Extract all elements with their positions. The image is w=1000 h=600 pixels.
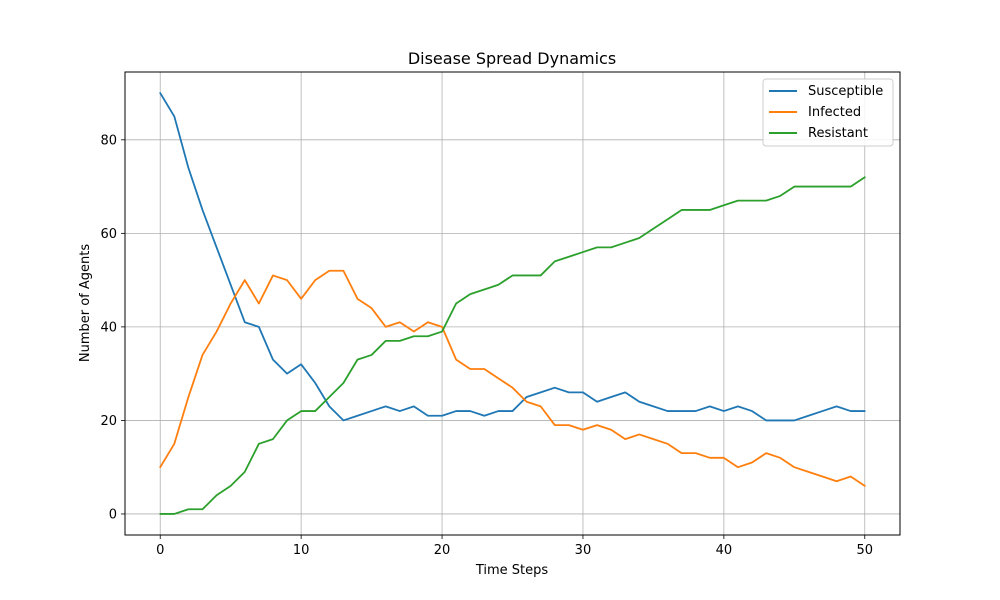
plot-frame — [124, 71, 901, 536]
legend-box — [762, 78, 894, 147]
ticks: 0 10 20 30 40 50 0 20 40 60 80 — [100, 133, 873, 558]
series-line-resistant — [159, 176, 866, 515]
grid — [125, 72, 900, 535]
chart-title: Disease Spread Dynamics — [408, 49, 616, 68]
y-tick-label: 20 — [100, 414, 117, 429]
series-line-infected — [159, 269, 866, 487]
legend: Susceptible Infected Resistant — [762, 78, 894, 147]
legend-entry-infected: Infected — [808, 105, 861, 120]
legend-entry-susceptible: Susceptible — [808, 84, 883, 99]
legend-entry-resistant: Resistant — [808, 126, 868, 141]
x-tick-label: 50 — [856, 543, 873, 558]
series-line-susceptible — [159, 92, 866, 422]
y-tick-label: 80 — [100, 133, 117, 148]
y-tick-label: 60 — [100, 227, 117, 242]
y-tick-label: 40 — [100, 320, 117, 335]
y-axis-label: Number of Agents — [78, 244, 93, 362]
x-axis-label: Time Steps — [475, 563, 549, 578]
x-tick-label: 20 — [434, 543, 451, 558]
series-layer — [159, 92, 866, 515]
x-tick-label: 10 — [293, 543, 310, 558]
y-tick-label: 0 — [109, 507, 117, 522]
x-tick-label: 0 — [156, 543, 164, 558]
x-tick-label: 30 — [575, 543, 592, 558]
x-tick-label: 40 — [716, 543, 733, 558]
